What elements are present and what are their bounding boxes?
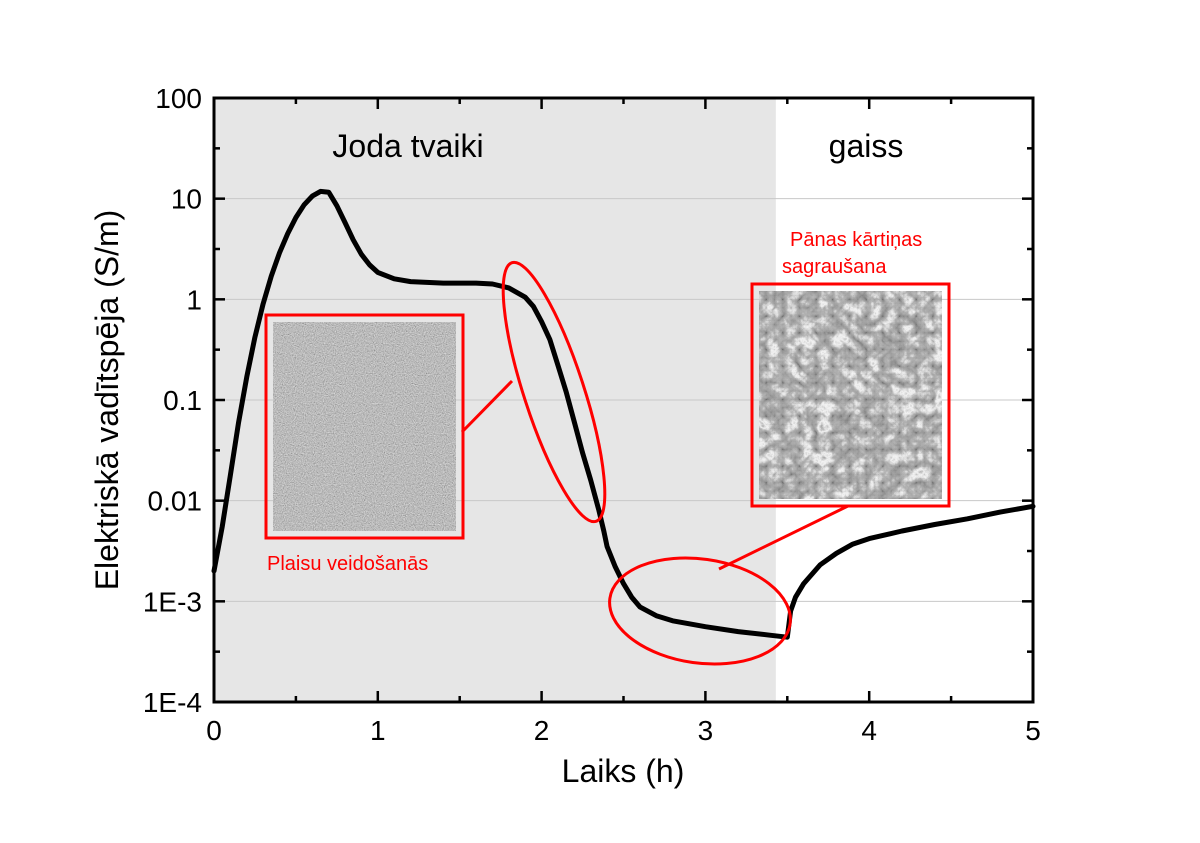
highlight-ellipses — [460, 260, 849, 666]
y-axis-title: Elektriskā vadītspēja (S/m) — [89, 210, 125, 591]
x-tick-label: 3 — [698, 715, 714, 746]
annotation-crack: Plaisu veidošanās — [267, 553, 428, 575]
x-tick-label: 1 — [370, 715, 386, 746]
sem-insets — [264, 282, 951, 540]
ellipse-film-region — [608, 556, 792, 666]
connector-film — [718, 504, 849, 571]
annotation-film-line2: sagraušana — [782, 256, 887, 278]
series-lines — [211, 188, 1036, 640]
annotation-film-line1: Pānas kārtiņas — [790, 229, 922, 251]
x-axis-title: Laiks (h) — [562, 753, 685, 789]
y-tick-label: 10 — [171, 184, 202, 215]
sem-image-film — [759, 291, 942, 499]
text-labels: Joda tvaiki gaiss Plaisu veidošanās Pāna… — [89, 128, 922, 789]
sem-inset-frame-film — [750, 282, 951, 508]
y-tick-label: 1E-4 — [143, 687, 202, 718]
axes — [212, 96, 1035, 704]
x-tick-label: 4 — [861, 715, 877, 746]
y-tick-label: 100 — [155, 83, 202, 114]
y-tick-label: 1 — [186, 284, 202, 315]
y-tick-label: 1E-3 — [143, 586, 202, 617]
series-line-0 — [211, 188, 1036, 640]
x-tick-label: 2 — [534, 715, 550, 746]
x-tick-label: 0 — [206, 715, 222, 746]
region-label-air: gaiss — [829, 128, 904, 164]
ellipse-crack-region — [501, 260, 607, 524]
region-label-iodine: Joda tvaiki — [332, 128, 483, 164]
sem-image-crack — [273, 322, 456, 531]
connector-crack — [460, 379, 514, 434]
tick-labels: 0 1 2 3 4 5 1E-4 1E-3 0.01 0.1 1 10 100 — [143, 83, 1041, 746]
y-tick-label: 0.1 — [163, 385, 202, 416]
sem-inset-frame-crack — [264, 313, 465, 540]
y-tick-label: 0.01 — [148, 486, 203, 517]
x-tick-label: 5 — [1025, 715, 1041, 746]
